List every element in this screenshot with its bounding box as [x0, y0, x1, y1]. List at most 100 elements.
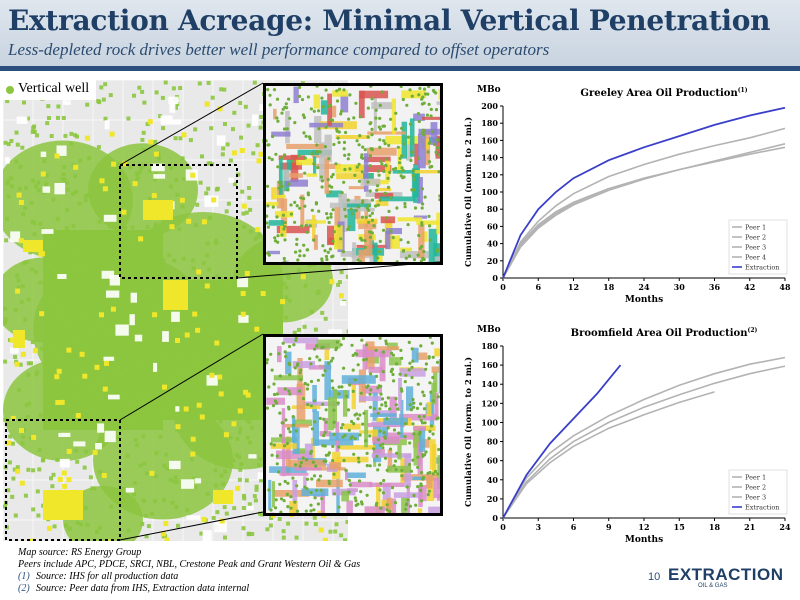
vertical-well [6, 179, 11, 184]
lease-tract [411, 168, 419, 198]
lease-tract [313, 94, 320, 109]
series-line-peer-3 [502, 143, 786, 279]
vertical-well [423, 195, 427, 199]
vertical-well [281, 213, 285, 217]
map-source-note: Map source: RS Energy Group [18, 547, 142, 558]
map-gap [153, 174, 166, 179]
vertical-well [280, 233, 284, 237]
extraction-acreage [190, 172, 196, 178]
extraction-acreage [75, 413, 81, 418]
vertical-well [310, 427, 315, 431]
peers-note: Peers include APC, PDCE, SRCI, NBL, Cres… [18, 559, 361, 570]
vertical-well [392, 379, 396, 383]
vertical-well [362, 411, 366, 415]
extraction-acreage [190, 436, 196, 442]
footnote-2-number: (2) [18, 583, 30, 594]
vertical-well [142, 369, 147, 374]
vertical-well [242, 349, 247, 354]
vertical-well [63, 523, 68, 528]
vertical-well [128, 165, 133, 170]
vertical-well [406, 135, 410, 139]
vertical-well [407, 254, 411, 258]
vertical-well [383, 401, 388, 405]
map-gap [10, 347, 19, 354]
vertical-well [349, 207, 353, 211]
vertical-well [416, 465, 420, 469]
map-legend-label: Vertical well [18, 81, 90, 96]
vertical-well [378, 407, 382, 411]
vertical-well [347, 225, 351, 229]
vertical-well [211, 516, 216, 520]
lease-tract [341, 375, 376, 384]
vertical-well [377, 250, 381, 254]
lease-tract [291, 405, 321, 409]
vertical-well [167, 253, 172, 258]
vertical-well [75, 357, 80, 362]
vertical-well [412, 432, 416, 436]
vertical-well [296, 362, 300, 366]
vertical-well [400, 468, 404, 472]
vertical-well [376, 169, 380, 173]
lease-tract [286, 173, 303, 178]
vertical-well [436, 138, 440, 142]
vertical-well [109, 504, 114, 509]
lease-tract [282, 438, 286, 477]
vertical-well [130, 225, 135, 230]
vertical-well [131, 498, 136, 503]
vertical-well [189, 457, 194, 462]
extraction-acreage [43, 490, 83, 520]
vertical-well [289, 203, 293, 207]
lease-tract [358, 90, 365, 119]
vertical-well [357, 143, 361, 147]
x-tick-label: 12 [568, 282, 579, 292]
vertical-well [227, 345, 232, 350]
vertical-well [266, 361, 269, 365]
vertical-well [343, 538, 347, 541]
vertical-well [388, 509, 392, 513]
lease-tract [367, 131, 407, 135]
vertical-well [319, 175, 323, 179]
vertical-well [336, 282, 341, 287]
vertical-well [266, 139, 268, 143]
vertical-well [244, 258, 249, 263]
vertical-well [367, 203, 371, 207]
vertical-well [431, 375, 435, 380]
lease-tract [364, 506, 385, 513]
vertical-well [431, 399, 435, 403]
vertical-well [420, 97, 424, 101]
vertical-well [342, 180, 346, 184]
vertical-well [263, 330, 268, 335]
vertical-well [286, 505, 290, 509]
vertical-well [97, 391, 102, 396]
vertical-well [343, 153, 347, 157]
vertical-well [305, 458, 309, 462]
vertical-well [122, 266, 126, 271]
vertical-well [357, 179, 361, 183]
vertical-well [69, 131, 74, 136]
lease-tract [406, 141, 412, 161]
vertical-well [252, 332, 257, 336]
vertical-well [3, 465, 8, 470]
series-line-peer-1 [502, 365, 786, 519]
vertical-well [311, 460, 315, 464]
vertical-well [181, 256, 186, 261]
map-gap [216, 135, 226, 146]
vertical-well [55, 457, 60, 462]
vertical-well [25, 116, 30, 121]
vertical-well [326, 453, 330, 457]
lease-tract [356, 218, 378, 224]
vertical-well [282, 499, 286, 503]
map-gap [104, 430, 116, 443]
vertical-well [269, 508, 273, 512]
y-tick-label: 100 [481, 417, 498, 427]
vertical-well [417, 432, 421, 436]
vertical-well [385, 503, 389, 507]
lease-tract [316, 339, 341, 349]
vertical-well [403, 205, 407, 209]
vertical-well [410, 94, 414, 98]
vertical-well [302, 254, 306, 258]
vertical-well [420, 223, 424, 227]
vertical-well-marker-icon [6, 86, 14, 94]
vertical-well [291, 159, 295, 163]
vertical-well [240, 189, 245, 194]
